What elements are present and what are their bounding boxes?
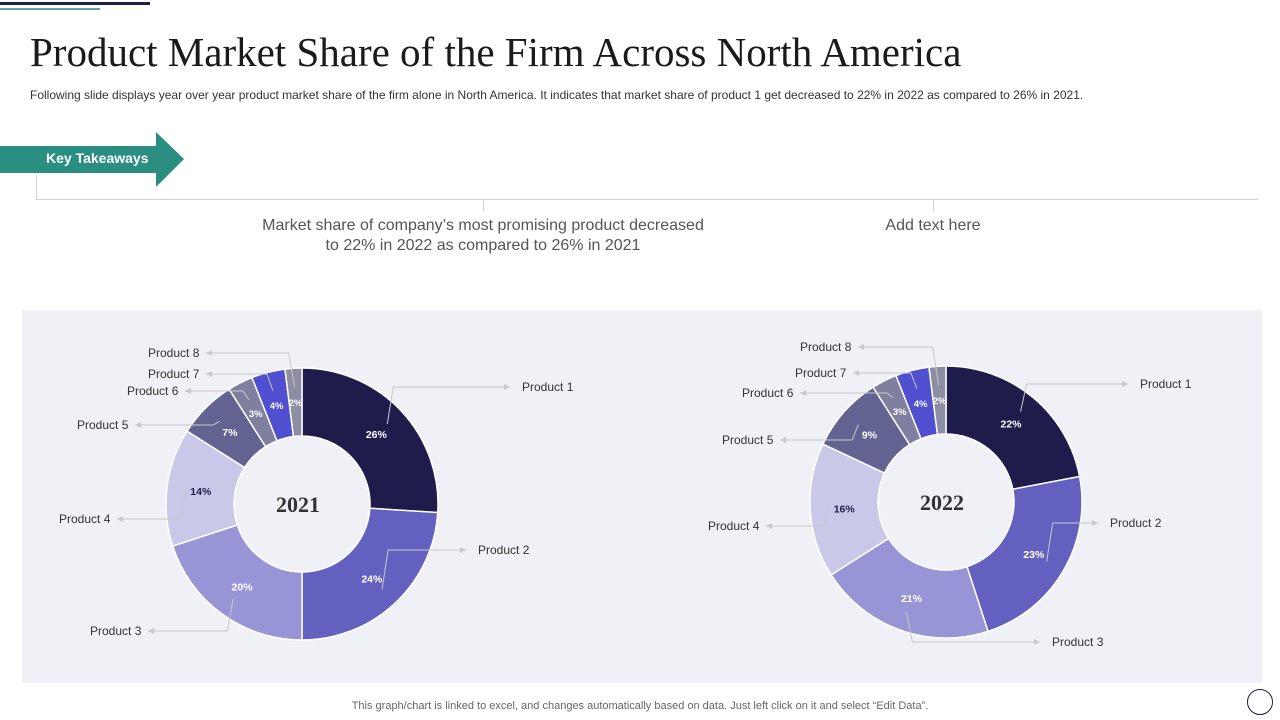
data-label: 4%	[914, 399, 928, 410]
callout-line	[1020, 383, 1128, 412]
callout-arrow	[800, 390, 806, 396]
callout-arrow	[780, 437, 786, 443]
data-label: 24%	[361, 573, 383, 585]
slice-product-1[interactable]	[945, 365, 1081, 491]
key-takeaways-label: Key Takeaways	[46, 150, 149, 166]
slice-product-2[interactable]	[966, 475, 1083, 633]
category-label: Product 3	[1052, 635, 1104, 649]
category-label: Product 7	[148, 367, 200, 381]
callout-line	[766, 509, 830, 527]
data-label: 3%	[893, 407, 907, 418]
page-subtitle: Following slide displays year over year …	[30, 88, 1084, 102]
slice-product-2[interactable]	[301, 507, 439, 641]
category-label: Product 8	[800, 340, 852, 354]
callout-arrow	[148, 628, 154, 634]
category-label: Product 2	[1110, 516, 1162, 530]
callout-arrow	[504, 384, 510, 390]
callout-line	[800, 392, 894, 399]
category-label: Product 4	[59, 512, 111, 526]
callout-arrow	[1122, 381, 1128, 387]
data-label: 2%	[289, 398, 303, 409]
category-label: Product 7	[795, 366, 847, 380]
takeaway-text: Add text here	[885, 217, 981, 234]
connector-tick	[933, 199, 934, 211]
callout-arrow	[206, 350, 212, 356]
data-label: 4%	[270, 401, 284, 412]
connector-tick	[483, 199, 484, 211]
callout-line	[381, 549, 466, 590]
key-takeaways-banner: Key Takeaways	[0, 132, 184, 187]
callout-arrow	[766, 523, 772, 529]
callout-arrow	[1034, 639, 1040, 645]
category-label: Product 8	[148, 346, 200, 360]
slice-product-3[interactable]	[171, 524, 303, 641]
chart-title: 2021	[276, 492, 320, 517]
data-label: 22%	[1001, 418, 1023, 430]
callout-line	[206, 373, 274, 391]
top-accent-line-secondary	[0, 8, 100, 10]
callout-line	[185, 390, 250, 401]
callout-arrow	[460, 547, 466, 553]
chart-title: 2022	[920, 490, 964, 515]
callout-arrow	[858, 344, 864, 350]
callout-line	[117, 489, 187, 520]
callout-line	[206, 352, 296, 388]
footnote: This graph/chart is linked to excel, and…	[351, 700, 929, 712]
data-label: 26%	[366, 429, 388, 441]
category-label: Product 1	[522, 380, 574, 394]
takeaways-divider	[36, 199, 1258, 200]
connector-line	[36, 175, 37, 200]
callout-line	[853, 372, 918, 389]
data-label: 16%	[834, 503, 856, 515]
category-label: Product 2	[478, 543, 530, 557]
callout-arrow	[185, 388, 191, 394]
callout-line	[858, 346, 940, 386]
slice-product-4[interactable]	[809, 443, 890, 576]
data-label: 3%	[249, 409, 263, 420]
slice-product-8[interactable]	[928, 365, 947, 436]
page-title: Product Market Share of the Firm Across …	[30, 29, 962, 75]
data-label: 20%	[232, 582, 254, 594]
category-label: Product 5	[77, 418, 129, 432]
data-label: 2%	[933, 396, 947, 407]
slice-product-1[interactable]	[301, 367, 439, 514]
circle-icon[interactable]	[1247, 689, 1273, 715]
data-label: 7%	[222, 427, 238, 439]
callout-arrow	[853, 370, 859, 376]
category-label: Product 6	[127, 384, 179, 398]
category-label: Product 5	[722, 433, 774, 447]
category-label: Product 3	[90, 624, 142, 638]
category-label: Product 1	[1140, 377, 1192, 391]
callout-arrow	[135, 422, 141, 428]
callout-line	[905, 611, 1040, 643]
category-label: Product 6	[742, 386, 794, 400]
takeaway-text: Market share of company’s most promising…	[262, 217, 704, 254]
callout-arrow	[117, 516, 123, 522]
arrow-banner-icon	[0, 132, 184, 187]
slice-product-8[interactable]	[284, 367, 303, 438]
data-label: 21%	[901, 593, 923, 605]
category-label: Product 4	[708, 519, 760, 533]
callout-line	[386, 386, 510, 425]
callout-arrow	[1092, 520, 1098, 526]
data-label: 14%	[190, 486, 212, 498]
data-label: 9%	[862, 430, 878, 442]
callout-line	[148, 598, 234, 632]
callout-line	[1046, 522, 1098, 562]
callout-line	[780, 424, 859, 441]
top-accent-line	[0, 2, 150, 5]
slice-product-3[interactable]	[830, 537, 989, 639]
callout-line	[135, 420, 220, 426]
callout-arrow	[206, 371, 212, 377]
data-label: 23%	[1023, 549, 1045, 561]
